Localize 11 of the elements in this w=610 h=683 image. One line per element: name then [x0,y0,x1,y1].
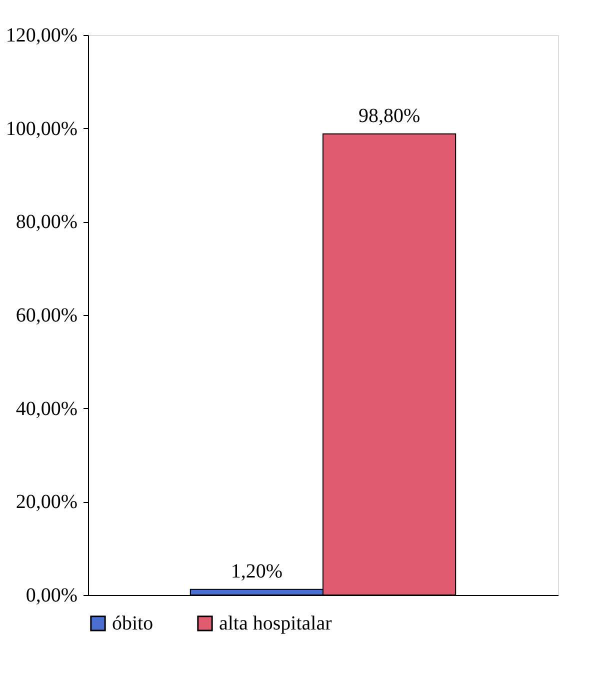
y-tick-label: 0,00% [26,584,78,606]
y-tick-label: 20,00% [16,491,78,514]
y-tick-label: 100,00% [6,118,78,140]
data-label: 98,80% [358,104,420,127]
y-tick-label: 60,00% [16,304,78,326]
y-tick-label: 80,00% [16,211,78,234]
legend-label: alta hospitalar [219,612,332,634]
y-tick-label: 40,00% [16,398,78,420]
data-label: 1,20% [230,560,283,582]
y-tick-label: 120,00% [6,24,78,46]
legend-label: óbito [112,612,154,634]
